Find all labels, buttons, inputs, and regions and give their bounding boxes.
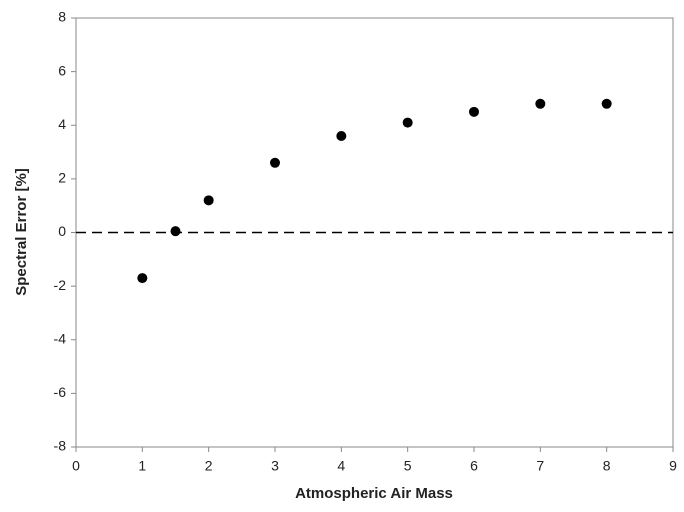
scatter-point <box>203 195 214 206</box>
x-tick-label: 4 <box>337 458 345 474</box>
y-tick-label: -6 <box>54 384 67 400</box>
scatter-point <box>170 226 181 237</box>
y-tick-label: 8 <box>58 9 66 25</box>
y-tick-label: 0 <box>58 223 66 239</box>
x-tick-label: 1 <box>138 458 146 474</box>
y-axis-title: Spectral Error [%] <box>13 168 30 296</box>
x-tick-label: 7 <box>536 458 544 474</box>
y-tick-label: 2 <box>58 170 66 186</box>
scatter-point <box>535 98 546 109</box>
x-tick-label: 0 <box>72 458 80 474</box>
scatter-point <box>402 117 413 128</box>
scatter-point <box>601 98 612 109</box>
y-tick-label: -4 <box>54 330 67 346</box>
x-tick-label: 5 <box>404 458 412 474</box>
x-tick-label: 3 <box>271 458 279 474</box>
scatter-point <box>469 106 479 117</box>
x-tick-label: 9 <box>669 458 677 474</box>
y-tick-label: 6 <box>58 62 66 78</box>
x-tick-label: 6 <box>470 458 478 474</box>
x-tick-label: 8 <box>603 458 611 474</box>
x-axis-title: Atmospheric Air Mass <box>295 485 453 502</box>
y-tick-label: -8 <box>54 438 67 454</box>
y-tick-label: 4 <box>58 116 66 132</box>
scatter-point <box>336 130 347 141</box>
x-tick-label: 2 <box>205 458 213 474</box>
y-tick-label: -2 <box>54 277 67 293</box>
scatter-point <box>137 273 148 284</box>
scatter-point <box>270 157 280 168</box>
